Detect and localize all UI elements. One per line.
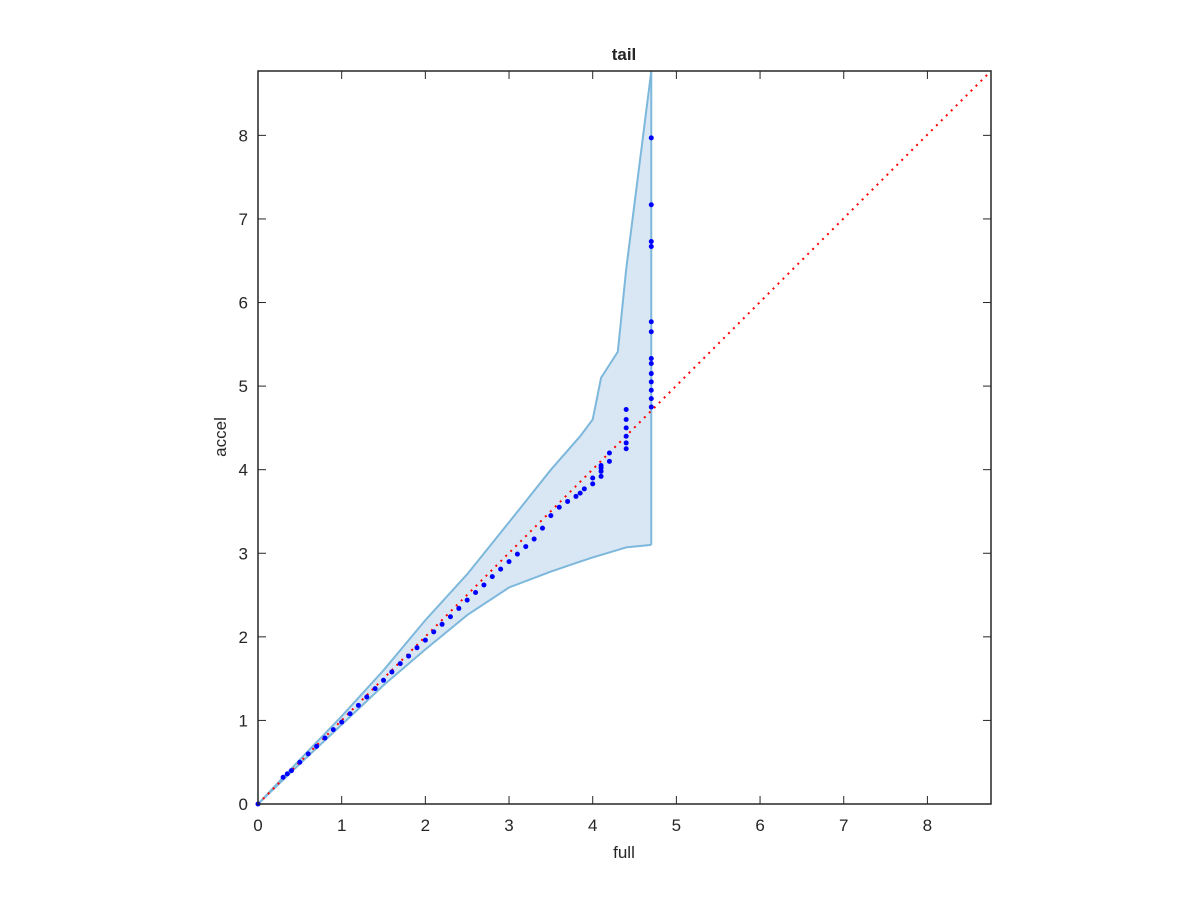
data-point bbox=[464, 597, 470, 603]
x-tick-label: 2 bbox=[421, 816, 430, 835]
x-tick-label: 5 bbox=[672, 816, 681, 835]
chart-title: tail bbox=[612, 45, 637, 64]
data-point bbox=[347, 711, 353, 717]
y-tick-label: 3 bbox=[239, 544, 248, 563]
data-point bbox=[648, 404, 654, 410]
confidence-band bbox=[258, 71, 652, 804]
data-point bbox=[648, 396, 654, 402]
y-tick-label: 7 bbox=[239, 210, 248, 229]
data-point bbox=[623, 433, 629, 439]
data-point bbox=[648, 244, 654, 250]
data-point bbox=[531, 536, 537, 542]
y-tick-label: 1 bbox=[239, 711, 248, 730]
data-point bbox=[305, 751, 311, 757]
data-point bbox=[581, 486, 587, 492]
y-tick-label: 4 bbox=[239, 461, 248, 480]
data-point bbox=[422, 637, 428, 643]
data-point bbox=[539, 525, 545, 531]
data-point bbox=[330, 727, 336, 733]
data-point bbox=[447, 614, 453, 620]
data-point bbox=[573, 493, 579, 499]
data-point bbox=[397, 661, 403, 667]
x-tick-label: 1 bbox=[337, 816, 346, 835]
band-lower bbox=[257, 543, 652, 805]
data-point bbox=[284, 771, 290, 777]
data-point bbox=[322, 735, 328, 741]
data-point bbox=[481, 582, 487, 588]
data-point bbox=[364, 694, 370, 700]
data-point bbox=[389, 669, 395, 675]
data-point bbox=[288, 768, 294, 774]
x-tick-label: 8 bbox=[923, 816, 932, 835]
data-point bbox=[648, 202, 654, 208]
data-point bbox=[598, 473, 604, 479]
x-tick-label: 3 bbox=[504, 816, 513, 835]
data-point bbox=[523, 544, 529, 550]
data-point bbox=[623, 446, 629, 452]
x-axis-label: full bbox=[613, 843, 635, 862]
data-point bbox=[648, 329, 654, 335]
y-axis-label: accel bbox=[211, 417, 230, 457]
data-point bbox=[414, 645, 420, 651]
x-tick-label: 0 bbox=[253, 816, 262, 835]
data-point bbox=[648, 387, 654, 393]
data-point bbox=[473, 590, 479, 596]
x-tick-label: 4 bbox=[588, 816, 597, 835]
data-point bbox=[648, 135, 654, 141]
data-point bbox=[598, 462, 604, 468]
data-point bbox=[648, 371, 654, 377]
x-tick-label: 7 bbox=[839, 816, 848, 835]
data-point bbox=[514, 551, 520, 557]
x-tick-label: 6 bbox=[755, 816, 764, 835]
data-point bbox=[280, 774, 286, 780]
data-point bbox=[623, 407, 629, 413]
data-point bbox=[648, 239, 654, 245]
data-point bbox=[498, 566, 504, 572]
band-upper bbox=[257, 70, 653, 805]
data-point bbox=[606, 450, 612, 456]
data-point bbox=[623, 440, 629, 446]
data-point bbox=[556, 504, 562, 510]
data-point bbox=[648, 319, 654, 325]
data-point bbox=[456, 605, 462, 611]
data-point bbox=[648, 379, 654, 385]
data-point bbox=[548, 513, 554, 519]
data-point bbox=[297, 759, 303, 765]
data-point bbox=[623, 425, 629, 431]
y-tick-label: 8 bbox=[239, 126, 248, 145]
data-point bbox=[439, 621, 445, 627]
y-tick-label: 0 bbox=[239, 795, 248, 814]
data-point bbox=[648, 356, 654, 362]
data-point bbox=[372, 686, 378, 692]
data-point bbox=[590, 481, 596, 487]
data-point bbox=[590, 475, 596, 481]
data-point bbox=[506, 559, 512, 565]
data-point bbox=[623, 417, 629, 423]
data-point bbox=[577, 490, 583, 496]
y-tick-label: 2 bbox=[239, 628, 248, 647]
data-point bbox=[489, 574, 495, 580]
data-point bbox=[406, 653, 412, 659]
data-point bbox=[565, 498, 571, 504]
data-point bbox=[648, 361, 654, 367]
data-point bbox=[314, 743, 320, 749]
y-tick-label: 6 bbox=[239, 294, 248, 313]
y-tick-label: 5 bbox=[239, 377, 248, 396]
data-point bbox=[355, 702, 361, 708]
data-point bbox=[606, 458, 612, 464]
data-point bbox=[431, 629, 437, 635]
plot-frame bbox=[257, 70, 992, 805]
data-point bbox=[381, 677, 387, 683]
data-point bbox=[339, 719, 345, 725]
